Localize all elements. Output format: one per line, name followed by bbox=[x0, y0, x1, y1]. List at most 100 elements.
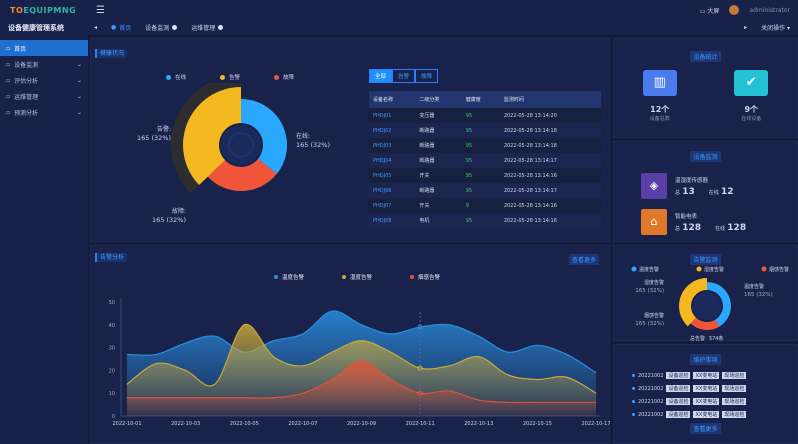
username[interactable]: administrator bbox=[749, 6, 790, 14]
x-tick-label: 2022-10-03 bbox=[171, 421, 200, 427]
legend-label[interactable]: 湿度告警 bbox=[350, 273, 373, 281]
tab-label: 首页 bbox=[119, 25, 132, 32]
close-icon[interactable] bbox=[218, 25, 224, 30]
monitor-panel: 设备监测 ◈ 温湿度传感器总 13 在线 12 ⌂ 智能电表总 128 在线 128 bbox=[613, 141, 798, 242]
donut-slice-alarm[interactable] bbox=[183, 87, 241, 186]
monitor-item[interactable]: ⌂ 智能电表总 128 在线 128 bbox=[641, 204, 797, 240]
health-legend: 在线 告警 故障 bbox=[166, 73, 294, 81]
stat-label: 在线设备 bbox=[741, 116, 762, 122]
health-table: 设备名称 二级分类 健康度 监测时间 PHDJ01 变压器 95 2022-05-28 13:… bbox=[369, 91, 601, 228]
maintenance-panel: 维护事项 20221002 设备巡检 XX变电站 现场巡检 20221002 设备巡检 XX… bbox=[613, 344, 798, 444]
series-line[interactable] bbox=[126, 310, 597, 374]
close-icon[interactable] bbox=[172, 25, 178, 30]
panel-title: 告警分析 bbox=[95, 253, 128, 262]
filter-all[interactable]: 全部 bbox=[369, 69, 393, 83]
device-name[interactable]: PHDJ07 bbox=[369, 198, 416, 213]
device-name[interactable]: PHDJ01 bbox=[369, 108, 416, 123]
device-name[interactable]: PHDJ03 bbox=[369, 138, 416, 153]
legend-item[interactable]: 告警 bbox=[220, 73, 240, 81]
list-item[interactable]: 20221002 设备巡检 XX变电站 现场巡检 bbox=[632, 408, 797, 421]
slice-label: 湿度告警 bbox=[644, 279, 664, 286]
table-row[interactable]: PHDJ04 断路器 95 2022-05-28 13:14:17 bbox=[369, 153, 601, 168]
device-name[interactable]: PHDJ02 bbox=[369, 123, 416, 138]
donut-slice-fault[interactable] bbox=[207, 158, 277, 191]
legend-label[interactable]: 温度告警 bbox=[282, 273, 305, 281]
table-row[interactable]: PHDJ06 断路器 95 2022-05-28 13:14:17 bbox=[369, 183, 601, 198]
legend-label[interactable]: 烟感告警 bbox=[769, 266, 789, 273]
legend-label[interactable]: 湿度告警 bbox=[704, 266, 724, 273]
data-point[interactable] bbox=[417, 390, 423, 396]
table-row[interactable]: PHDJ03 断路器 95 2022-05-28 13:14:18 bbox=[369, 138, 601, 153]
alarm-donut-slice[interactable] bbox=[707, 282, 731, 327]
system-title: 设备健康管理系统 bbox=[8, 24, 64, 32]
sidebar-item[interactable]: ▫ 预测分析 ⌄ bbox=[0, 104, 88, 120]
table-row[interactable]: PHDJ05 开关 95 2022-05-28 13:14:16 bbox=[369, 168, 601, 183]
panel-title: 维护事项 bbox=[690, 354, 721, 365]
view-more-link[interactable]: 查看更多 bbox=[690, 423, 721, 434]
monitor-item[interactable]: ◈ 温湿度传感器总 13 在线 12 bbox=[641, 168, 797, 204]
device-name: 温湿度传感器 bbox=[675, 177, 709, 184]
sidebar-item[interactable]: ▫ 设备监测 ⌄ bbox=[0, 56, 88, 72]
tab-bar: ◂ ● 首页 设备监测 运维管理 ▸ 关闭操作 ▾ bbox=[88, 20, 798, 36]
sidebar-item-label: 预测分析 bbox=[14, 109, 39, 117]
item-type: 设备巡检 bbox=[666, 411, 691, 418]
table-row[interactable]: PHDJ08 电机 95 2022-05-28 13:14:16 bbox=[369, 213, 601, 228]
device-type: 断路器 bbox=[415, 183, 462, 198]
device-name[interactable]: PHDJ04 bbox=[369, 153, 416, 168]
list-item[interactable]: 20221002 设备巡检 XX变电站 现场巡检 bbox=[632, 382, 797, 395]
filter-fault[interactable]: 故障 bbox=[415, 69, 439, 83]
stat-online: ✔ 9个 在线设备 bbox=[734, 70, 769, 122]
health-score: 95 bbox=[461, 153, 500, 168]
sidebar-item[interactable]: ▫ 首页 bbox=[0, 40, 88, 56]
tab-maintenance[interactable]: 运维管理 bbox=[191, 23, 224, 32]
donut-slice-online[interactable] bbox=[241, 99, 287, 174]
close-ops-dropdown[interactable]: 关闭操作 ▾ bbox=[761, 25, 790, 32]
health-score: 95 bbox=[461, 123, 500, 138]
sidebar-item[interactable]: ▫ 评估分析 ⌄ bbox=[0, 72, 88, 88]
slice-value: 165 (32%) bbox=[152, 216, 186, 224]
x-tick-label: 2022-10-17 bbox=[581, 421, 610, 427]
alarm-donut-slice[interactable] bbox=[679, 278, 707, 327]
chevron-down-icon: ⌄ bbox=[76, 76, 82, 84]
legend-label[interactable]: 烟感告警 bbox=[418, 273, 441, 281]
slice-label: 烟感告警 bbox=[644, 312, 664, 319]
tab-prev-icon[interactable]: ◂ bbox=[94, 24, 98, 31]
device-name[interactable]: PHDJ08 bbox=[369, 213, 416, 228]
sidebar-item[interactable]: ▫ 运维管理 ⌄ bbox=[0, 88, 88, 104]
table-row[interactable]: PHDJ07 开关 9 2022-05-28 13:14:16 bbox=[369, 198, 601, 213]
fullscreen-button[interactable]: ▭ 大屏 bbox=[699, 7, 720, 15]
sidebar-item-label: 运维管理 bbox=[14, 93, 39, 101]
monitor-time: 2022-05-28 13:14:16 bbox=[499, 213, 601, 228]
device-name[interactable]: PHDJ06 bbox=[369, 183, 416, 198]
series-area bbox=[127, 361, 596, 416]
legend-item[interactable]: 故障 bbox=[274, 73, 294, 81]
series-line[interactable] bbox=[126, 323, 597, 394]
tab-device-monitor[interactable]: 设备监测 bbox=[145, 23, 178, 32]
center-label: 总告警 bbox=[690, 335, 705, 342]
table-row[interactable]: PHDJ01 变压器 95 2022-05-28 13:14:20 bbox=[369, 108, 601, 123]
legend-label: 故障 bbox=[283, 75, 295, 81]
legend-marker bbox=[410, 275, 414, 279]
avatar[interactable] bbox=[729, 5, 740, 15]
tab-next-icon[interactable]: ▸ bbox=[744, 24, 748, 31]
series-line[interactable] bbox=[126, 360, 596, 404]
view-more-link[interactable]: 查看更多 bbox=[568, 254, 599, 265]
legend-item[interactable]: 在线 bbox=[166, 73, 186, 81]
legend-label[interactable]: 温度告警 bbox=[639, 266, 659, 273]
device-name[interactable]: PHDJ05 bbox=[369, 168, 416, 183]
stat-value: 9个 bbox=[744, 105, 759, 114]
menu-toggle-icon[interactable]: ☰ bbox=[96, 4, 105, 16]
data-point[interactable] bbox=[417, 365, 423, 371]
list-item[interactable]: 20221002 设备巡检 XX变电站 现场巡检 bbox=[632, 369, 797, 382]
alarm-donut-slice[interactable] bbox=[690, 317, 720, 330]
x-tick-label: 2022-10-11 bbox=[406, 421, 435, 427]
item-type: 设备巡检 bbox=[666, 398, 691, 405]
item-type: 设备巡检 bbox=[666, 372, 691, 379]
list-item[interactable]: 20221002 设备巡检 XX变电站 现场巡检 bbox=[632, 395, 797, 408]
item-date: 20221002 bbox=[638, 372, 664, 379]
filter-alarm[interactable]: 告警 bbox=[392, 69, 416, 83]
table-row[interactable]: PHDJ02 断路器 95 2022-05-28 13:14:18 bbox=[369, 123, 601, 138]
tab-home[interactable]: ● 首页 bbox=[111, 23, 131, 32]
alarm-analysis-panel: 告警分析 查看更多 0 10 20 30 40 50 2022-10-01 2022-10-0… bbox=[90, 245, 611, 444]
item-location: XX变电站 bbox=[693, 398, 720, 405]
